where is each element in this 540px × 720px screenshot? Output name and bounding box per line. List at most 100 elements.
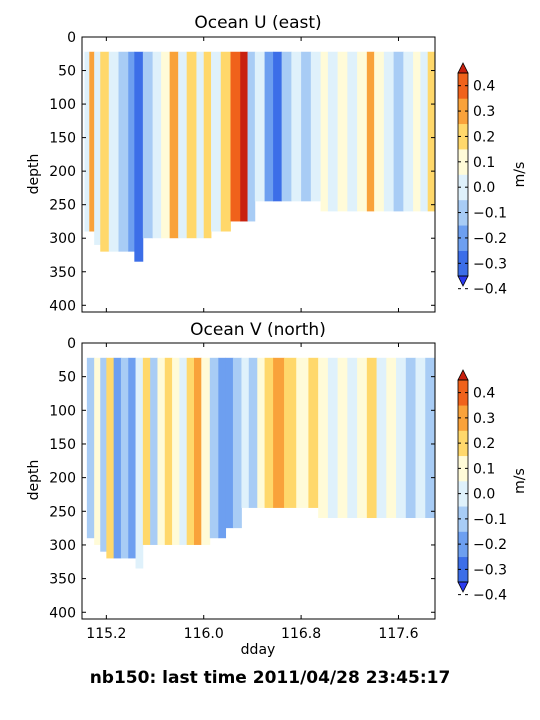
data-cell [347, 357, 358, 519]
y-tick-label: 300 [49, 538, 76, 554]
data-cell [366, 357, 377, 519]
y-tick-label: 50 [58, 370, 76, 386]
data-cell [301, 51, 312, 202]
colorbar-label: m/s [512, 162, 528, 188]
x-tick-label: 116.8 [281, 626, 321, 642]
data-cell [420, 51, 429, 212]
data-cell [284, 357, 297, 508]
data-cell [84, 51, 90, 232]
y-tick-label: 150 [49, 131, 76, 147]
data-cell [196, 51, 205, 239]
y-tick-label: 150 [49, 437, 76, 453]
data-cell [383, 51, 395, 212]
data-cell [218, 357, 227, 539]
panel-title: Ocean U (east) [194, 13, 321, 33]
data-cell [161, 51, 171, 239]
data-cell [240, 51, 248, 222]
data-cell [169, 51, 179, 239]
data-cell [186, 51, 197, 239]
y-tick-label: 0 [67, 336, 76, 352]
data-cell [405, 357, 416, 519]
data-cell [113, 357, 122, 559]
y-tick-label: 100 [49, 403, 76, 419]
data-cell [296, 357, 309, 508]
data-cell [211, 51, 222, 232]
data-cell [241, 357, 250, 508]
data-cell [128, 357, 136, 559]
colorbar-tick-label: −0.4 [473, 588, 507, 604]
y-tick-label: 400 [49, 298, 76, 314]
data-cell [220, 51, 231, 232]
data-cell [134, 51, 144, 262]
colorbar-segment [458, 123, 468, 150]
data-cell [291, 51, 302, 202]
data-cell [310, 51, 321, 202]
plot-area [81, 36, 436, 313]
colorbar-tick-label: 0.3 [473, 104, 495, 120]
y-tick-label: 350 [49, 265, 76, 281]
colorbar-segment [458, 199, 468, 226]
data-cell [178, 51, 188, 239]
colorbar-segment [458, 481, 468, 507]
data-cell [337, 51, 348, 212]
data-cell [327, 357, 339, 519]
colorbar-label: m/s [512, 468, 528, 494]
data-cell [179, 357, 188, 545]
data-cell [157, 357, 166, 545]
colorbar-segment [458, 149, 468, 175]
data-cell [403, 51, 414, 212]
data-cell [86, 357, 95, 539]
data-cell [366, 51, 375, 212]
colorbar-tick-label: −0.2 [473, 231, 507, 247]
colorbar-tick-label: 0.2 [473, 129, 495, 145]
y-tick-label: 350 [49, 572, 76, 588]
data-cell [248, 357, 258, 508]
x-tick-label: 116.0 [184, 626, 224, 642]
plot-frame [81, 36, 436, 313]
y-tick-label: 200 [49, 471, 76, 487]
colorbar-tick-label: −0.4 [473, 282, 507, 298]
colorbar-segment [458, 531, 468, 558]
y-tick-label: 0 [67, 30, 76, 46]
colorbar-segment [458, 405, 468, 431]
data-cell [347, 51, 358, 212]
y-ticks: 0 50 100 150 200 250 300 350 400 [49, 336, 435, 621]
data-cell [257, 357, 265, 508]
data-cell [94, 51, 101, 245]
data-cell [393, 51, 404, 212]
y-tick-label: 400 [49, 605, 76, 621]
colorbar-segment [458, 250, 468, 277]
data-cell [415, 357, 426, 519]
data-cell [108, 51, 119, 252]
data-cell [232, 357, 242, 529]
colorbar-tick-label: 0.4 [473, 79, 495, 95]
data-cell [374, 51, 385, 212]
colorbar-tick-label: −0.3 [473, 562, 507, 578]
data-cell [135, 357, 144, 569]
y-tick-label: 50 [58, 64, 76, 80]
data-cell [142, 357, 151, 545]
x-tick-label: 115.2 [86, 626, 126, 642]
y-axis-label: depth [26, 460, 42, 501]
colorbar-segment [458, 174, 468, 201]
colorbar-tick-label: −0.3 [473, 256, 507, 272]
data-cell [327, 51, 339, 212]
colorbar: 0.4 0.3 0.2 0.1 0.0 −0.1 −0.2 −0.3 −0.4 m/s [457, 369, 528, 604]
colorbar-tick-label: −0.1 [473, 512, 507, 528]
data-cell [186, 357, 195, 545]
colorbar-segment [458, 73, 468, 99]
data-cell [128, 51, 135, 252]
data-cell [264, 51, 274, 202]
y-tick-label: 250 [49, 198, 76, 214]
panel-title: Ocean V (north) [190, 320, 326, 340]
data-cell [201, 357, 211, 545]
data-cell [89, 51, 95, 232]
data-cell [106, 357, 115, 559]
data-cell [230, 51, 241, 222]
data-cell [172, 357, 180, 545]
colorbar-tick-label: 0.1 [473, 155, 495, 171]
colorbar-tick-label: −0.2 [473, 537, 507, 553]
y-axis-label: depth [26, 154, 42, 195]
data-cell [281, 51, 292, 202]
